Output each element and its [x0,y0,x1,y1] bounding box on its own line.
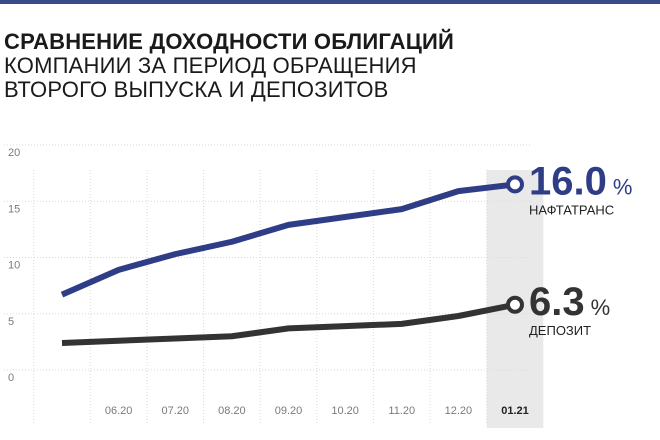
x-tick-label: 11.20 [388,405,415,417]
series-unit-label: % [613,174,633,199]
x-tick-label: 06.20 [105,405,133,417]
y-tick-label: 0 [8,372,14,384]
series-line-1 [61,301,516,346]
x-tick-label: 10.20 [331,405,359,417]
title-line-1: СРАВНЕНИЕ ДОХОДНОСТИ ОБЛИГАЦИЙ [4,29,454,54]
y-tick-label: 10 [8,260,20,272]
top-accent-rule [0,0,660,4]
x-tick-label: 08.20 [218,405,246,417]
y-tick-label: 5 [8,316,14,328]
x-tick-label: 01.21 [501,405,529,417]
y-tick-label: 20 [8,147,20,159]
series-name-label: ДЕПОЗИТ [529,323,591,338]
series-endpoint-marker [506,175,524,194]
x-tick-label: 07.20 [161,405,189,417]
title-line-3: ВТОРОГО ВЫПУСКА И ДЕПОЗИТОВ [4,77,389,102]
x-tick-label: 12.20 [445,405,473,417]
series-line-0 [60,181,516,298]
series-name-label: НАФТАТРАНС [529,202,614,217]
series-endpoint-marker [506,295,524,314]
chart-title: СРАВНЕНИЕ ДОХОДНОСТИ ОБЛИГАЦИЙ КОМПАНИИ … [4,30,654,102]
y-tick-label: 15 [8,203,20,215]
series-lines [60,175,524,346]
series-value-label: 16.0 [529,159,607,203]
title-line-2: КОМПАНИИ ЗА ПЕРИОД ОБРАЩЕНИЯ [4,53,417,78]
y-axis-ticks: 0 5 10 15 20 [8,147,20,384]
series-unit-label: % [591,295,611,320]
x-axis-ticks: 06.20 07.20 08.20 09.20 10.20 11.20 12.20 01.21 [105,405,529,417]
x-tick-label: 09.20 [275,405,303,417]
series-value-label: 6.3 [529,280,585,324]
